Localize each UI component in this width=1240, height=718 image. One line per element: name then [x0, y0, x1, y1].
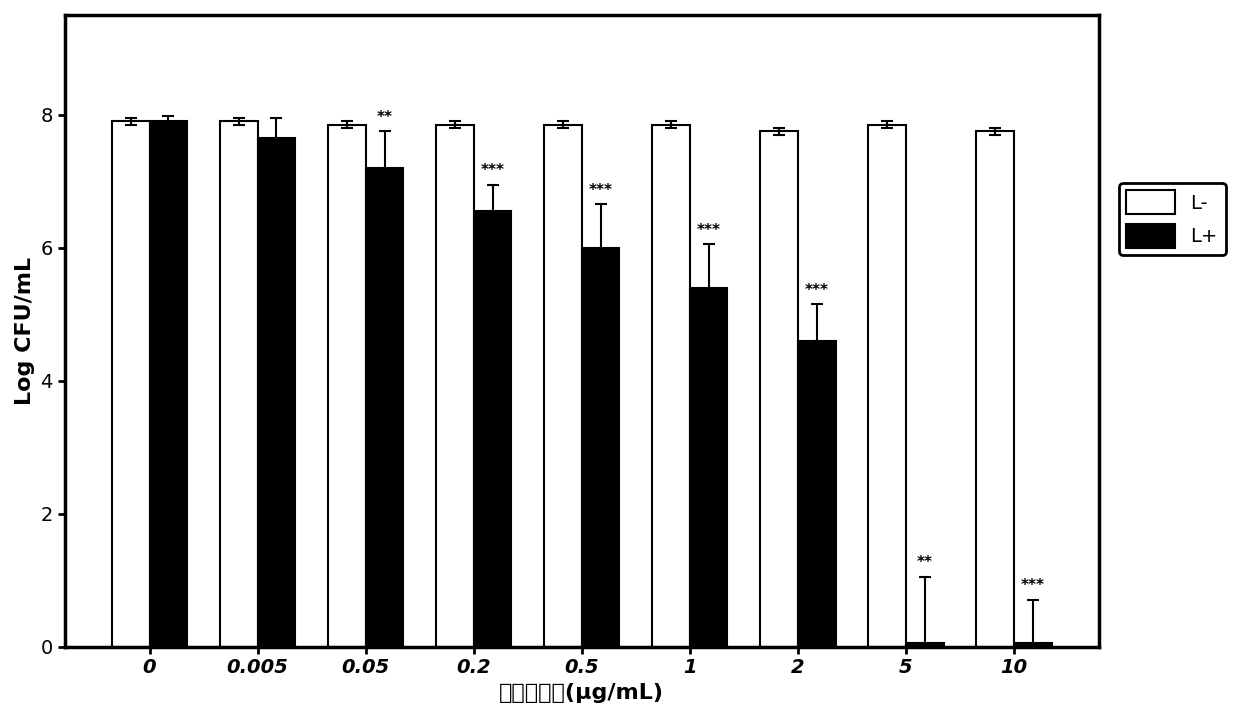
Bar [976, 131, 1014, 647]
Bar [544, 125, 582, 647]
Text: **: ** [377, 110, 393, 125]
Bar [327, 125, 366, 647]
Bar [219, 121, 258, 647]
Bar [760, 131, 797, 647]
Legend: L-, L+: L-, L+ [1118, 182, 1225, 256]
Bar [150, 121, 187, 647]
Text: ***: *** [697, 223, 720, 238]
Bar [258, 138, 295, 647]
Bar [797, 341, 836, 647]
Bar [905, 643, 944, 647]
Text: **: ** [916, 555, 932, 570]
Bar [582, 248, 620, 647]
Bar [366, 168, 403, 647]
Text: ***: *** [589, 183, 613, 198]
Bar [112, 121, 150, 647]
Text: ***: *** [1021, 579, 1044, 594]
Text: ***: *** [481, 163, 505, 178]
Text: ***: *** [805, 283, 828, 297]
X-axis label: 光敏剂浓度(μg/mL): 光敏剂浓度(μg/mL) [500, 683, 665, 703]
Bar [689, 288, 728, 647]
Bar [435, 125, 474, 647]
Bar [652, 125, 689, 647]
Bar [1014, 643, 1052, 647]
Bar [474, 211, 511, 647]
Bar [868, 125, 905, 647]
Y-axis label: Log CFU/mL: Log CFU/mL [15, 257, 35, 405]
